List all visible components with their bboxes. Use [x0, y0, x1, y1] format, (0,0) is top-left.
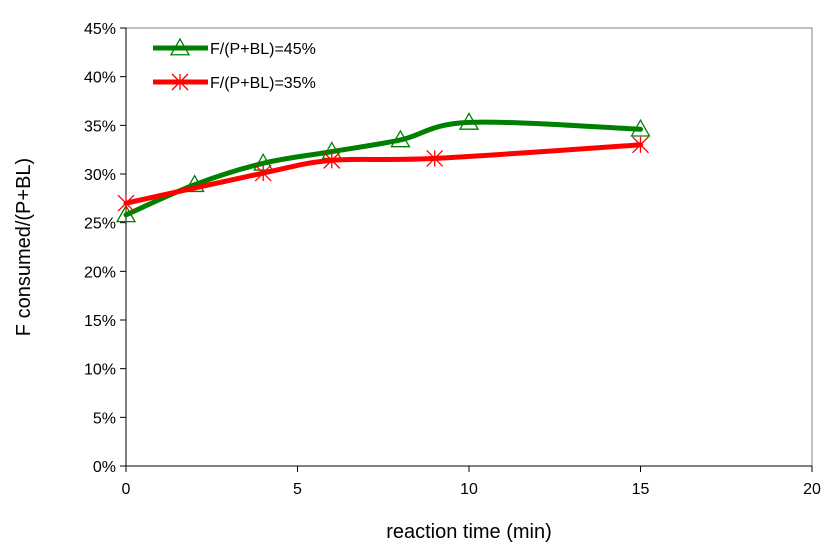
x-tick-label: 5: [293, 481, 302, 498]
plot-area: [125, 27, 813, 467]
legend-label: F/(P+BL)=35%: [210, 75, 316, 92]
legend-item: F/(P+BL)=45%: [153, 37, 316, 58]
y-tick-label: 15%: [84, 313, 116, 330]
legend-item: F/(P+BL)=35%: [153, 73, 316, 92]
x-axis-ticks: 0 5 10 15 20: [122, 466, 821, 498]
y-tick-label: 25%: [84, 216, 116, 233]
data-point-marker: [630, 118, 651, 137]
y-tick-label: 40%: [84, 70, 116, 87]
legend-label: F/(P+BL)=45%: [210, 41, 316, 58]
data-point-marker: [323, 151, 341, 169]
data-point-marker: [390, 129, 411, 148]
x-axis-title: reaction time (min): [386, 521, 552, 543]
data-point-marker: [254, 164, 272, 182]
y-tick-label: 35%: [84, 118, 116, 135]
legend-marker: [169, 37, 191, 56]
series-line: [123, 142, 643, 206]
y-axis-ticks: 0% 5% 10% 15% 20% 25% 30% 35% 40% 45%: [84, 21, 126, 476]
x-tick-label: 20: [803, 481, 821, 498]
data-point-marker: [184, 174, 205, 193]
data-point-marker: [426, 149, 444, 167]
series-layer: [115, 112, 651, 223]
y-axis-title: F consumed/(P+BL): [13, 158, 35, 336]
y-tick-label: 20%: [84, 264, 116, 281]
x-tick-label: 10: [460, 481, 478, 498]
y-tick-label: 5%: [93, 410, 116, 427]
legend-marker: [171, 73, 189, 91]
data-point-marker: [458, 112, 480, 130]
x-tick-label: 15: [632, 481, 650, 498]
y-tick-label: 30%: [84, 167, 116, 184]
y-tick-label: 0%: [93, 459, 116, 476]
legend: F/(P+BL)=45% F/(P+BL)=35%: [153, 37, 316, 92]
data-point-marker: [115, 204, 137, 223]
y-tick-label: 45%: [84, 21, 116, 38]
series-f-45: [115, 112, 651, 223]
data-point-marker: [632, 136, 649, 154]
series-line: [123, 119, 643, 218]
series-f-35: [117, 136, 649, 212]
y-tick-label: 10%: [84, 362, 116, 379]
x-tick-label: 0: [122, 481, 131, 498]
data-point-marker: [117, 194, 135, 212]
